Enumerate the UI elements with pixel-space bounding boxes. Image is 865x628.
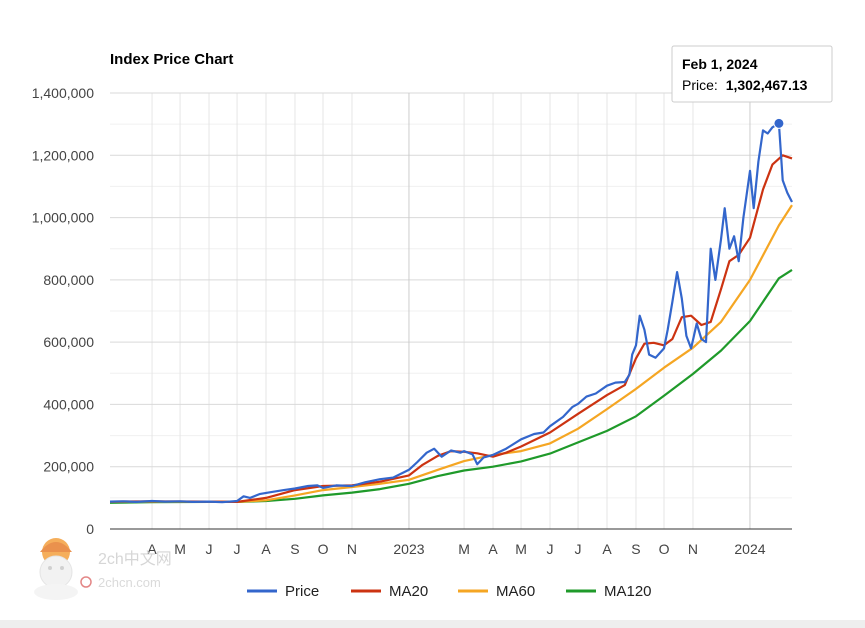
y-tick-label: 400,000 bbox=[43, 396, 94, 412]
y-tick-label: 800,000 bbox=[43, 272, 94, 288]
tooltip: Feb 1, 2024 Price: 1,302,467.13 bbox=[671, 45, 833, 103]
series-line-price bbox=[109, 122, 793, 504]
x-tick-label: N bbox=[688, 541, 698, 557]
watermark-badge-icon bbox=[80, 576, 92, 588]
legend-label-ma120[interactable]: MA120 bbox=[604, 583, 652, 600]
x-tick-label: A bbox=[147, 541, 157, 557]
series-layer bbox=[109, 122, 793, 504]
x-tick-label: J bbox=[206, 541, 213, 557]
highlight-point[interactable] bbox=[773, 117, 785, 129]
y-tick-label: 1,000,000 bbox=[32, 210, 94, 226]
legend-label-ma20[interactable]: MA20 bbox=[389, 583, 428, 600]
tooltip-price-line: Price: 1,302,467.13 bbox=[682, 77, 808, 93]
x-tick-label: J bbox=[575, 541, 582, 557]
major-gridlines bbox=[110, 92, 792, 529]
watermark-logo-icon bbox=[34, 538, 78, 600]
x-tick-label: A bbox=[261, 541, 271, 557]
x-tick-label: S bbox=[631, 541, 640, 557]
legend-label-ma60[interactable]: MA60 bbox=[496, 583, 535, 600]
x-tick-label: N bbox=[347, 541, 357, 557]
x-tick-label: O bbox=[659, 541, 670, 557]
series-line-ma120 bbox=[109, 268, 793, 504]
x-tick-label: O bbox=[318, 541, 329, 557]
y-axis: 0 200,000 400,000 600,000 800,000 1,000,000 1,… bbox=[32, 85, 95, 537]
x-tick-label: M bbox=[174, 541, 186, 557]
tooltip-date: Feb 1, 2024 bbox=[682, 56, 758, 72]
y-tick-label: 200,000 bbox=[43, 459, 94, 475]
legend: Price MA20 MA60 MA120 bbox=[247, 583, 652, 600]
tooltip-price-value: 1,302,467.13 bbox=[726, 77, 808, 93]
watermark-subtext: 2chcn.com bbox=[98, 575, 161, 590]
watermark: 2ch中文网 2chcn.com bbox=[34, 538, 172, 600]
tooltip-price-label: Price: bbox=[682, 77, 722, 93]
minor-gridlines bbox=[110, 93, 792, 529]
series-line-ma60 bbox=[110, 204, 793, 503]
x-tick-label: M bbox=[515, 541, 527, 557]
tooltip-box bbox=[671, 45, 833, 103]
y-tick-label: 600,000 bbox=[43, 334, 94, 350]
chart-title: Index Price Chart bbox=[110, 51, 233, 68]
x-tick-label: S bbox=[290, 541, 299, 557]
bottom-strip bbox=[0, 620, 865, 628]
x-tick-label: 2023 bbox=[393, 541, 424, 557]
y-tick-label: 1,400,000 bbox=[32, 85, 94, 101]
x-tick-label: A bbox=[488, 541, 498, 557]
highlight-layer bbox=[773, 117, 785, 129]
y-tick-label: 1,200,000 bbox=[32, 147, 94, 163]
watermark-text: 2ch中文网 bbox=[98, 550, 172, 568]
x-tick-label: M bbox=[458, 541, 470, 557]
x-tick-label: 2024 bbox=[734, 541, 765, 557]
x-axis: A M J J A S O N 2023 M A M J J A S O N 2024 bbox=[147, 541, 765, 557]
legend-label-price[interactable]: Price bbox=[285, 583, 319, 600]
x-tick-label: J bbox=[234, 541, 241, 557]
x-tick-label: J bbox=[547, 541, 554, 557]
y-tick-label: 0 bbox=[86, 521, 94, 537]
x-tick-label: A bbox=[602, 541, 612, 557]
